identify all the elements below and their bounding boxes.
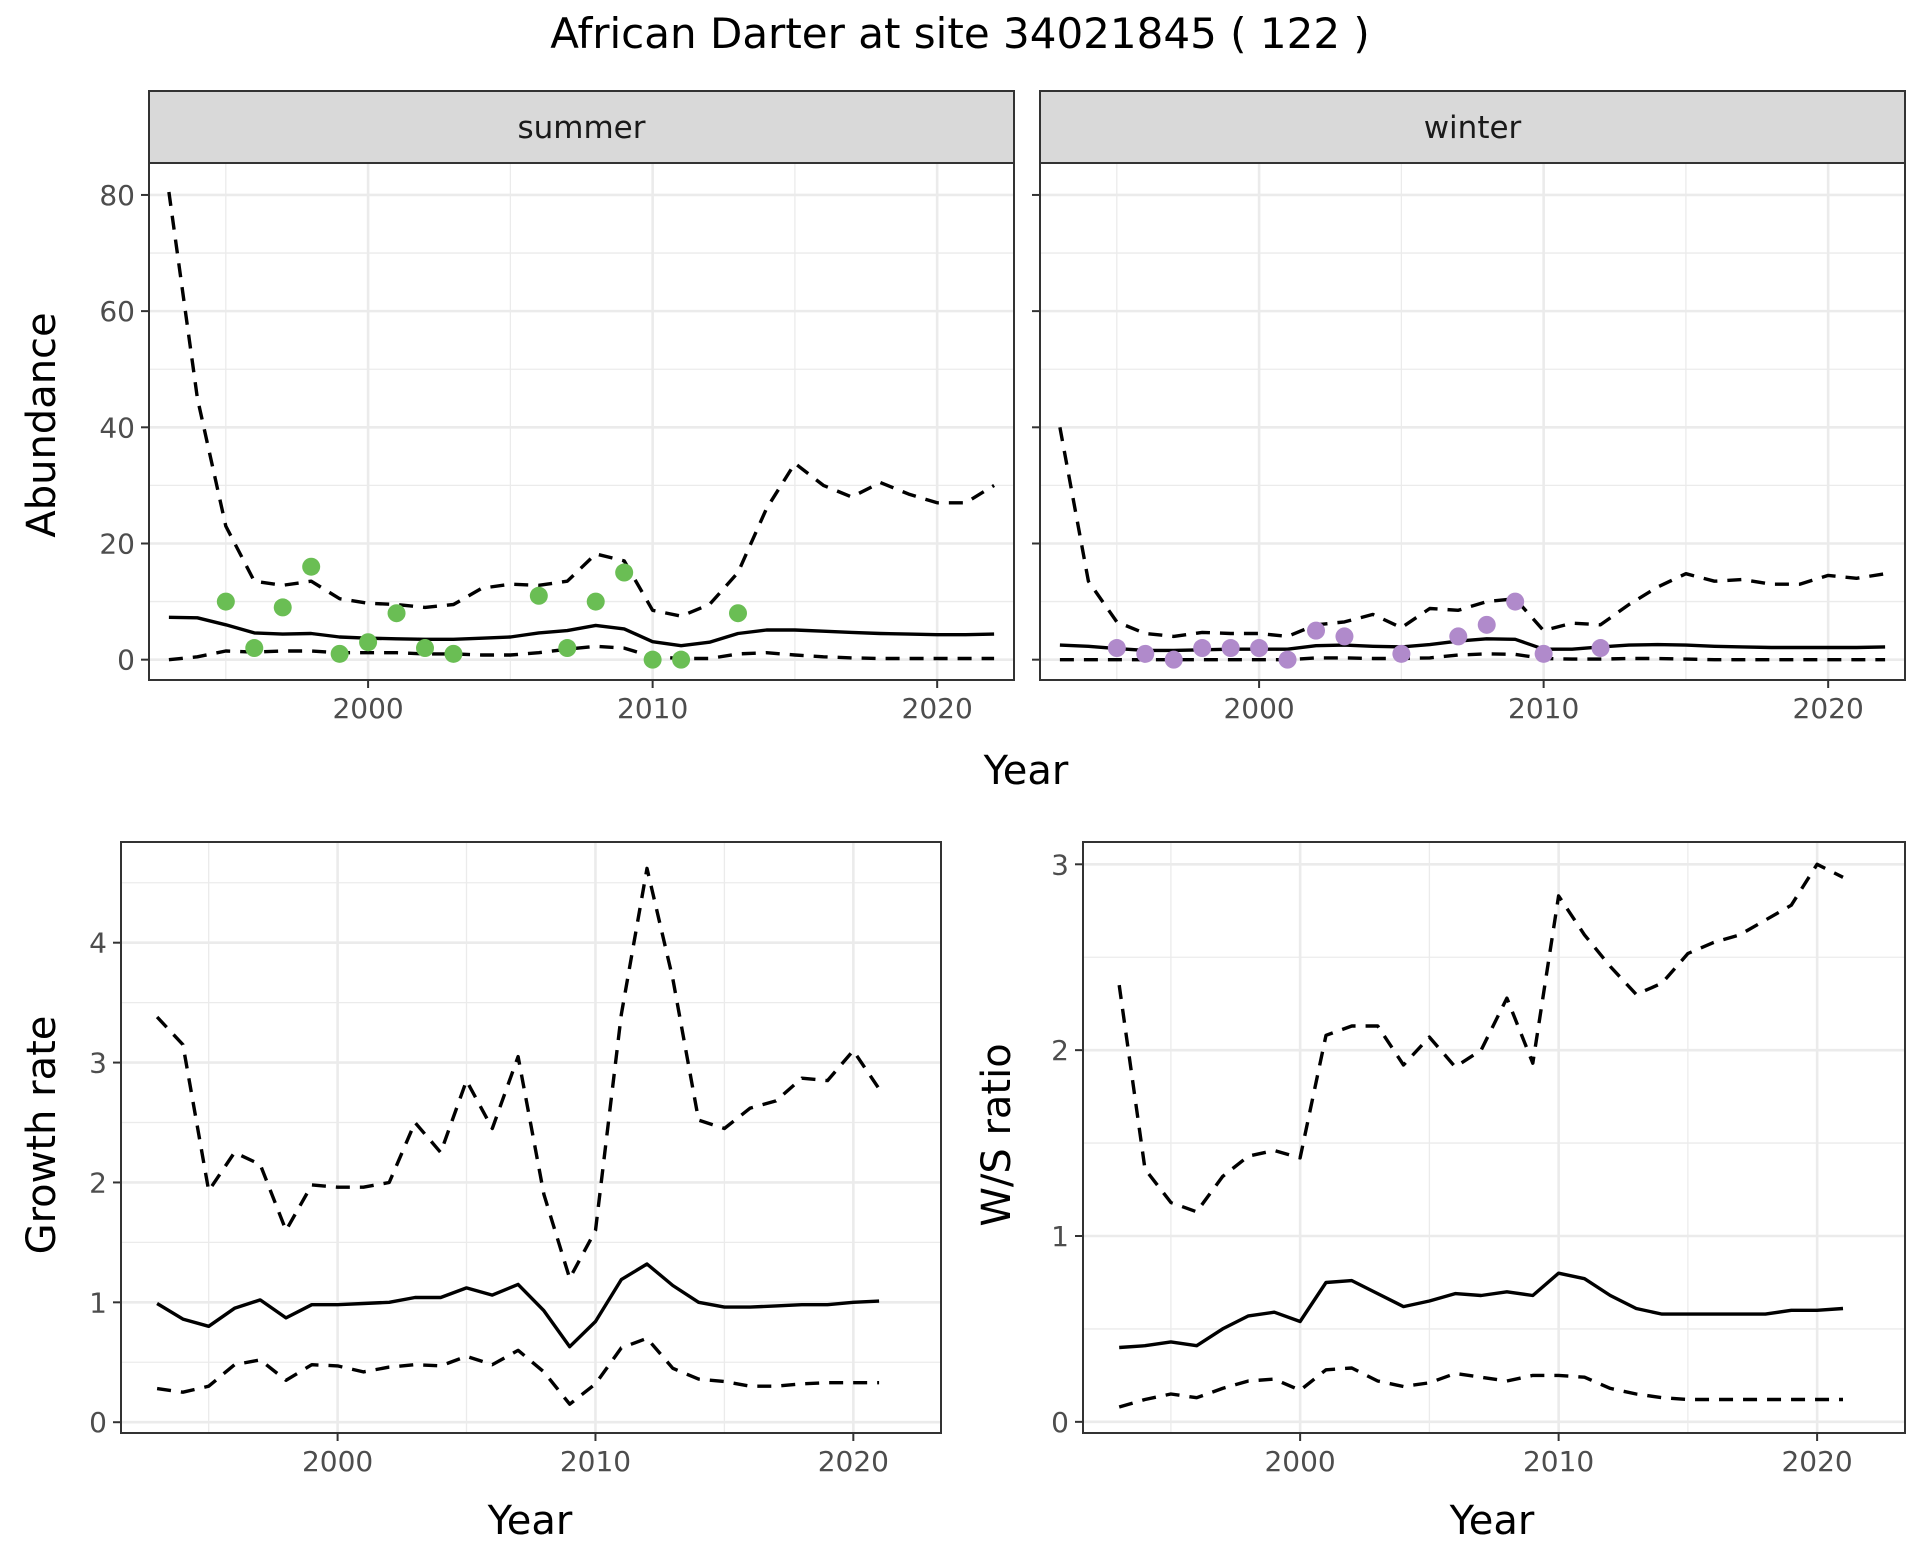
ws-x-tick-label: 2010 bbox=[1523, 1445, 1594, 1478]
summer-y-tick-label: 60 bbox=[99, 295, 135, 328]
ws-y-tick-label: 0 bbox=[1051, 1406, 1069, 1439]
summer-observed-point bbox=[672, 650, 691, 669]
summer-y-tick-label: 0 bbox=[117, 644, 135, 677]
winter-observed-point bbox=[1221, 639, 1240, 658]
summer-x-tick-label: 2000 bbox=[332, 692, 403, 725]
summer-observed-point bbox=[586, 592, 605, 611]
winter-observed-point bbox=[1392, 644, 1411, 663]
winter-observed-point bbox=[1164, 650, 1183, 669]
growth-x-axis-title: Year bbox=[487, 1498, 573, 1544]
ws-panel-border bbox=[1082, 841, 1906, 1434]
summer-x-tick-label: 2010 bbox=[617, 692, 688, 725]
summer-strip-label: summer bbox=[517, 110, 645, 146]
summer-y-tick-label: 80 bbox=[99, 179, 135, 212]
winter-observed-point bbox=[1335, 627, 1354, 646]
winter-observed-point bbox=[1506, 592, 1525, 611]
ws-lower-ci-line bbox=[1118, 1366, 1843, 1409]
summer-observed-point bbox=[330, 644, 349, 663]
summer-observed-point bbox=[615, 563, 634, 582]
winter-observed-point bbox=[1477, 615, 1496, 634]
winter-strip bbox=[1039, 90, 1906, 164]
winter-lower-ci-line bbox=[1059, 652, 1886, 662]
summer-y-tick-label: 40 bbox=[99, 411, 135, 444]
growth-panel-border bbox=[120, 841, 942, 1434]
growth-x-tick-label: 2010 bbox=[560, 1445, 631, 1478]
winter-observed-point bbox=[1107, 639, 1126, 658]
summer-observed-point bbox=[558, 639, 577, 658]
growth-y-tick-label: 4 bbox=[89, 927, 107, 960]
ws-ratio-chart: 2000 2010 2020 0 1 2 3 Year W/S ratio bbox=[974, 841, 1906, 1544]
summer-observed-point bbox=[728, 604, 747, 623]
growth-y-tick-label: 1 bbox=[89, 1286, 107, 1319]
ws-x-axis-title: Year bbox=[1449, 1498, 1535, 1544]
summer-x-tick-label: 2020 bbox=[902, 692, 973, 725]
winter-upper-ci-line bbox=[1058, 426, 1886, 639]
ws-ratio-panel: 2000 2010 2020 0 1 2 3 bbox=[1051, 841, 1906, 1478]
winter-strip-label: winter bbox=[1424, 110, 1522, 146]
ws-x-tick-label: 2000 bbox=[1264, 1445, 1335, 1478]
ws-fitted-line bbox=[1119, 1271, 1844, 1350]
ws-y-tick-label: 1 bbox=[1051, 1220, 1069, 1253]
summer-observed-point bbox=[643, 650, 662, 669]
abundance-x-axis-title: Year bbox=[983, 748, 1069, 794]
growth-rate-chart: 2000 2010 2020 0 1 2 3 4 Year Growth rate bbox=[19, 841, 942, 1544]
winter-x-tick-label: 2000 bbox=[1223, 692, 1294, 725]
winter-observed-point bbox=[1278, 650, 1297, 669]
winter-observed-point bbox=[1250, 639, 1269, 658]
abundance-chart: 2000 2010 2020 0 20 40 60 80 summer 2000 2010 2020… bbox=[19, 90, 1906, 794]
summer-observed-point bbox=[416, 639, 435, 658]
summer-observed-point bbox=[444, 644, 463, 663]
winter-x-tick-label: 2010 bbox=[1508, 692, 1579, 725]
chart-title: African Darter at site 34021845 ( 122 ) bbox=[550, 9, 1370, 58]
summer-observed-point bbox=[387, 604, 406, 623]
summer-observed-point bbox=[359, 633, 378, 652]
summer-panel: 2000 2010 2020 0 20 40 60 80 summer bbox=[99, 90, 1015, 725]
summer-y-tick-label: 20 bbox=[99, 527, 135, 560]
growth-y-tick-label: 2 bbox=[89, 1166, 107, 1199]
growth-y-axis-title: Growth rate bbox=[19, 1016, 65, 1255]
growth-y-tick-label: 0 bbox=[89, 1406, 107, 1439]
winter-panel: 2000 2010 2020 winter bbox=[1032, 90, 1906, 725]
winter-observed-point bbox=[1449, 627, 1468, 646]
ws-y-tick-label: 3 bbox=[1051, 848, 1069, 881]
ws-y-axis-title: W/S ratio bbox=[974, 1043, 1020, 1226]
summer-observed-point bbox=[529, 586, 548, 605]
summer-observed-point bbox=[245, 639, 264, 658]
growth-y-tick-label: 3 bbox=[89, 1047, 107, 1080]
growth-upper-ci-line bbox=[155, 866, 881, 1281]
growth-x-tick-label: 2020 bbox=[818, 1445, 889, 1478]
winter-observed-point bbox=[1193, 639, 1212, 658]
ws-x-tick-label: 2020 bbox=[1781, 1445, 1852, 1478]
summer-strip bbox=[148, 90, 1015, 164]
summer-observed-point bbox=[302, 557, 321, 576]
growth-lower-ci-line bbox=[156, 1336, 880, 1406]
abundance-y-axis-title: Abundance bbox=[19, 312, 65, 537]
winter-x-tick-label: 2020 bbox=[1793, 692, 1864, 725]
winter-observed-point bbox=[1534, 644, 1553, 663]
winter-observed-point bbox=[1307, 621, 1326, 640]
ws-upper-ci-line bbox=[1117, 862, 1844, 1214]
summer-observed-point bbox=[273, 598, 292, 617]
summer-fitted-line bbox=[168, 615, 995, 648]
ws-y-tick-label: 2 bbox=[1051, 1034, 1069, 1067]
summer-lower-ci-line bbox=[168, 644, 995, 662]
winter-observed-point bbox=[1591, 639, 1610, 658]
winter-observed-point bbox=[1136, 644, 1155, 663]
growth-x-tick-label: 2000 bbox=[302, 1445, 373, 1478]
growth-fitted-line bbox=[156, 1262, 880, 1349]
summer-upper-ci-line bbox=[167, 191, 995, 618]
summer-observed-point bbox=[216, 592, 235, 611]
growth-rate-panel: 2000 2010 2020 0 1 2 3 4 bbox=[89, 841, 942, 1478]
